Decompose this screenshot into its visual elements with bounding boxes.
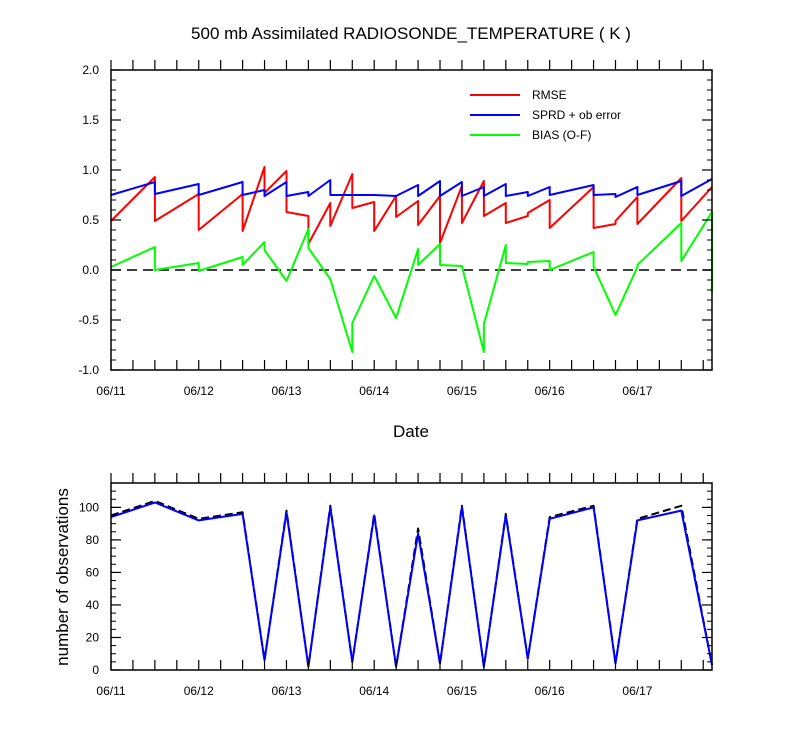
x-tick-label: 06/17	[622, 684, 652, 698]
top-series-group	[110, 166, 713, 353]
series-line-solid	[110, 501, 713, 668]
x-tick-label: 06/15	[447, 684, 477, 698]
y-tick-label: -0.5	[78, 313, 99, 327]
y-tick-label: 20	[86, 630, 100, 644]
y-tick-label: 2.0	[82, 63, 99, 77]
bottom-series-group	[110, 499, 713, 668]
y-tick-label: 0.5	[82, 213, 99, 227]
bottom-axis-ticks: 0 20 40 60 80 100 06/11 06/12 06/13 06/14 06/15 06/…	[79, 473, 712, 698]
y-tick-label: 100	[79, 500, 99, 514]
x-axis-title: Date	[393, 422, 429, 441]
x-tick-label: 06/15	[447, 384, 477, 398]
x-tick-label: 06/14	[359, 384, 389, 398]
series-line-rmse	[110, 166, 713, 245]
x-tick-label: 06/13	[271, 384, 301, 398]
series-line-dashed	[110, 499, 713, 668]
y-axis-title: number of observations	[53, 488, 72, 666]
x-tick-label: 06/13	[271, 684, 301, 698]
series-line-bias-o-f	[110, 211, 713, 353]
top-axis-ticks: -1.0 -0.5 0.0 0.5 1.0 1.5 2.0 06/11 06/12 06/13 06…	[78, 60, 712, 398]
legend-label: RMSE	[532, 88, 567, 102]
x-tick-label: 06/14	[359, 684, 389, 698]
y-tick-label: 1.5	[82, 113, 99, 127]
y-tick-label: 60	[86, 565, 100, 579]
y-tick-label: 40	[86, 598, 100, 612]
top-plot-frame	[110, 69, 713, 371]
x-tick-label: 06/11	[96, 384, 125, 398]
legend-label: BIAS (O-F)	[532, 128, 591, 142]
y-tick-label: 0	[92, 663, 99, 677]
x-tick-label: 06/12	[184, 684, 214, 698]
x-tick-label: 06/16	[535, 384, 565, 398]
bottom-plot-frame	[110, 482, 713, 671]
y-tick-label: -1.0	[78, 363, 99, 377]
x-tick-label: 06/16	[535, 684, 565, 698]
x-tick-label: 06/12	[184, 384, 214, 398]
series-line-sprd-ob-error	[110, 178, 713, 198]
legend-label: SPRD + ob error	[532, 108, 621, 122]
y-tick-label: 1.0	[82, 163, 99, 177]
legend: RMSE SPRD + ob error BIAS (O-F)	[470, 88, 621, 142]
y-tick-label: 0.0	[82, 263, 99, 277]
chart-title: 500 mb Assimilated RADIOSONDE_TEMPERATUR…	[191, 24, 631, 43]
y-tick-label: 80	[86, 533, 100, 547]
x-tick-label: 06/17	[622, 384, 652, 398]
x-tick-label: 06/11	[96, 684, 125, 698]
